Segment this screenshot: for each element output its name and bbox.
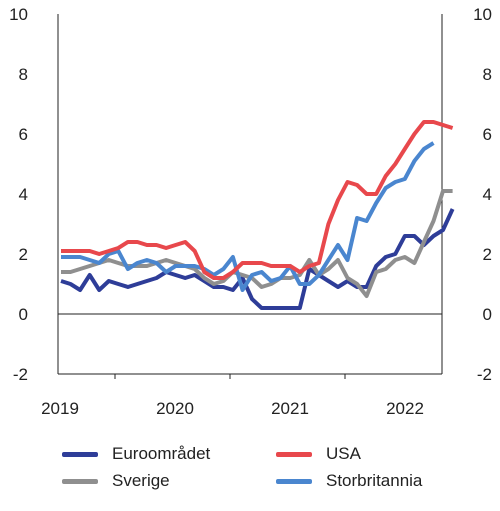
x-tick-label: 2022 xyxy=(386,399,424,418)
y-tick-label-left: 2 xyxy=(19,245,28,264)
y-axis-right-labels: 10 8 6 4 2 0 -2 xyxy=(473,5,492,384)
y-tick-label-left: 10 xyxy=(9,5,28,24)
series-line-euroomr-det xyxy=(60,208,455,310)
y-tick-label-left: 4 xyxy=(19,185,28,204)
x-tick-label: 2019 xyxy=(41,399,79,418)
legend-item-sverige: Sverige xyxy=(62,469,170,493)
series-line-usa xyxy=(61,120,454,280)
legend-label: Sverige xyxy=(112,471,170,490)
y-tick-label-right: 0 xyxy=(483,305,492,324)
legend-swatch-usa xyxy=(276,451,312,457)
y-tick-label-right: 4 xyxy=(483,185,492,204)
x-tick-label: 2020 xyxy=(156,399,194,418)
series-line-sverige xyxy=(61,189,453,298)
x-axis-labels: 2019 2020 2021 2022 xyxy=(41,374,424,418)
y-tick-label-left: 8 xyxy=(19,65,28,84)
legend-swatch-euroomradet xyxy=(62,451,98,457)
y-tick-label-right: 2 xyxy=(483,245,492,264)
legend-item-storbritannia: Storbritannia xyxy=(276,469,422,493)
legend-label: USA xyxy=(326,444,361,463)
legend: Euroområdet USA Sverige Storbritannia xyxy=(0,436,500,496)
legend-swatch-sverige xyxy=(62,478,98,484)
plot-frame xyxy=(57,14,443,375)
legend-swatch-storbritannia xyxy=(276,478,312,484)
y-tick-label-right: -2 xyxy=(477,365,492,384)
legend-item-euroomradet: Euroområdet xyxy=(62,442,210,466)
y-tick-label-right: 8 xyxy=(483,65,492,84)
y-tick-label-left: 6 xyxy=(19,125,28,144)
legend-item-usa: USA xyxy=(276,442,361,466)
x-tick-label: 2021 xyxy=(271,399,309,418)
series-line-storbritannia xyxy=(61,141,435,292)
legend-label: Euroområdet xyxy=(112,444,211,463)
y-tick-label-right: 10 xyxy=(473,5,492,24)
y-tick-label-left: -2 xyxy=(13,365,28,384)
line-chart: 10 8 6 4 2 0 -2 10 8 6 4 2 0 -2 2019 2020 2021 2022 xyxy=(9,5,492,418)
series-lines xyxy=(60,120,455,310)
y-tick-label-right: 6 xyxy=(483,125,492,144)
y-tick-label-left: 0 xyxy=(19,305,28,324)
legend-label: Storbritannia xyxy=(326,471,423,490)
y-axis-left-labels: 10 8 6 4 2 0 -2 xyxy=(9,5,28,384)
